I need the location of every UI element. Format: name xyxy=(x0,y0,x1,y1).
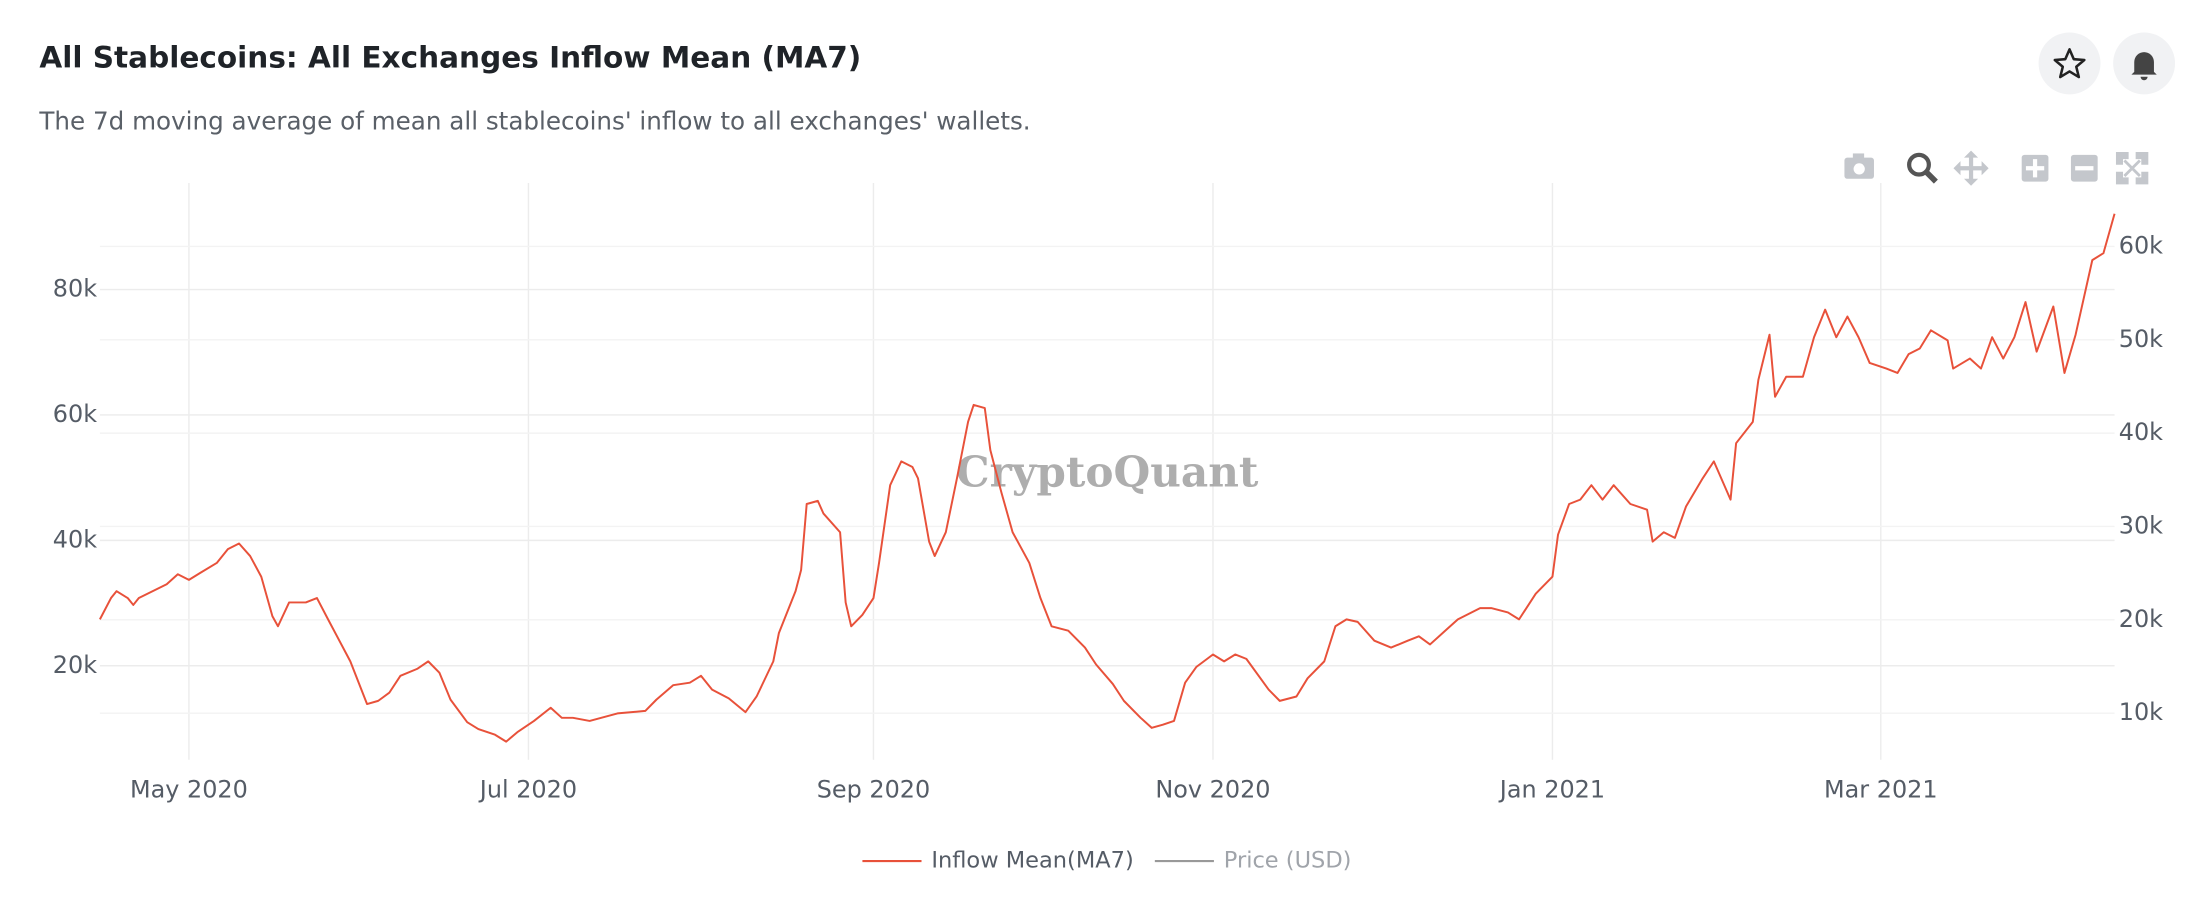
x-tick-label: Mar 2021 xyxy=(1824,776,1938,804)
x-tick-label: Jan 2021 xyxy=(1498,776,1605,804)
y-tick-label: 80k xyxy=(53,275,97,303)
download-icon[interactable] xyxy=(1844,153,1874,179)
legend-item[interactable]: Inflow Mean(MA7) xyxy=(862,848,1134,874)
x-tick-label: Nov 2020 xyxy=(1155,776,1270,804)
x-tick-label: May 2020 xyxy=(130,776,248,804)
pan-icon[interactable] xyxy=(1953,150,1989,186)
chart-title: All Stablecoins: All Exchanges Inflow Me… xyxy=(39,41,861,75)
y2-tick-label: 60k xyxy=(2119,231,2163,259)
zoom-out-icon[interactable] xyxy=(2070,154,2098,182)
zoom-icon[interactable] xyxy=(1907,152,1938,184)
y2-tick-label: 30k xyxy=(2119,511,2163,539)
legend-label: Price (USD) xyxy=(1224,848,1352,874)
watermark: CryptoQuant xyxy=(956,447,1259,497)
y-tick-label: 40k xyxy=(53,525,97,553)
alert-button[interactable] xyxy=(2113,32,2176,95)
y2-tick-label: 20k xyxy=(2119,605,2163,633)
legend-item[interactable]: Price (USD) xyxy=(1154,848,1352,874)
legend-label: Inflow Mean(MA7) xyxy=(931,848,1133,874)
x-tick-label: Jul 2020 xyxy=(478,776,577,804)
y2-tick-label: 50k xyxy=(2119,325,2163,353)
favorite-button[interactable] xyxy=(2038,32,2101,95)
y2-tick-label: 10k xyxy=(2119,698,2163,726)
series-line xyxy=(99,213,2116,743)
autoscale-icon[interactable] xyxy=(2115,152,2149,185)
y-tick-label: 20k xyxy=(53,651,97,679)
y-tick-label: 60k xyxy=(53,400,97,428)
chart-subtitle: The 7d moving average of mean all stable… xyxy=(38,106,1030,135)
x-tick-label: Sep 2020 xyxy=(817,776,930,804)
zoom-in-icon[interactable] xyxy=(2021,154,2049,182)
y2-tick-label: 40k xyxy=(2119,418,2163,446)
